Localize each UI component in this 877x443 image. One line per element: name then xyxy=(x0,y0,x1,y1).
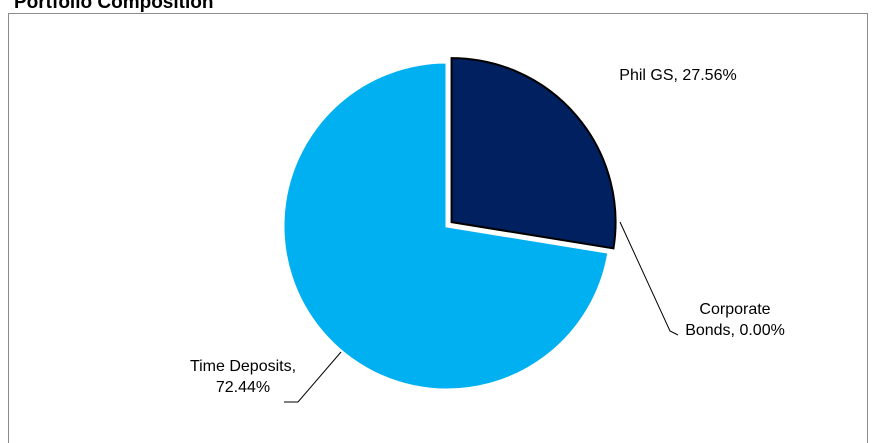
slice-labels: Phil GS, 27.56% Corporate Bonds, 0.00% Time… xyxy=(190,67,785,396)
pie-slices xyxy=(281,57,617,392)
leader-line-time-deposits xyxy=(284,351,342,403)
leader-line-corporate-bonds xyxy=(619,221,679,336)
slice-label-time-deposits: Time Deposits, 72.44% xyxy=(190,358,296,396)
slice-phil-gs xyxy=(450,57,617,250)
chart-title: Portfolio Composition xyxy=(14,0,214,13)
slice-label-phil-gs: Phil GS, 27.56% xyxy=(619,67,736,84)
pie-chart: Phil GS, 27.56% Corporate Bonds, 0.00% Time… xyxy=(190,57,785,403)
plot-frame xyxy=(8,13,868,443)
leader-lines xyxy=(284,221,679,403)
slice-label-corporate-bonds: Corporate Bonds, 0.00% xyxy=(685,301,785,339)
slice-time-deposits xyxy=(281,60,611,392)
